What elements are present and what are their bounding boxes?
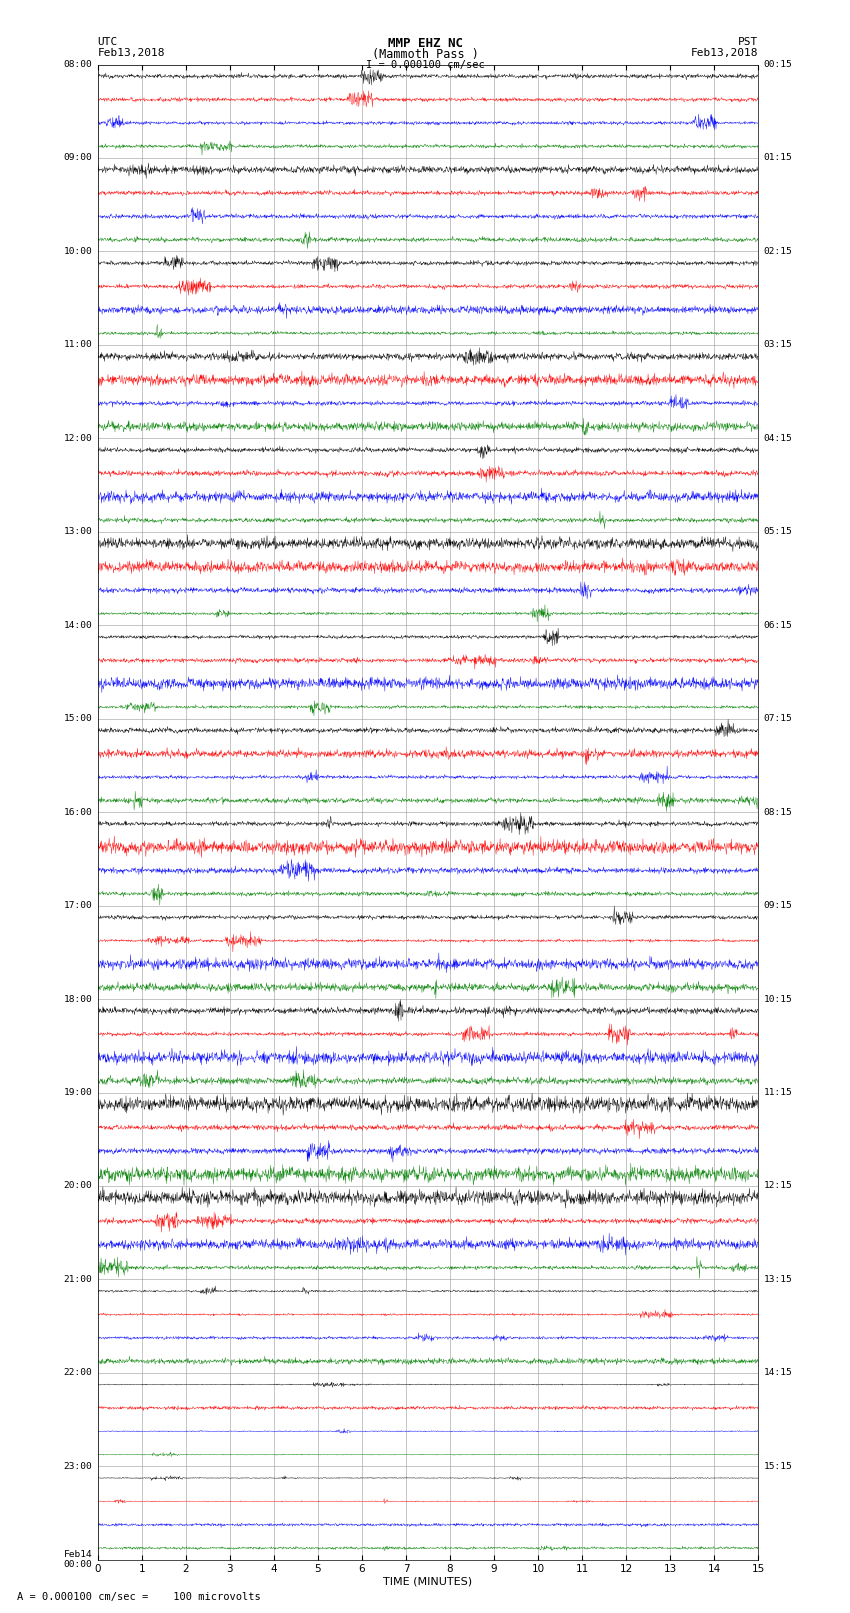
Text: 03:15: 03:15 [763, 340, 792, 350]
Text: 01:15: 01:15 [763, 153, 792, 163]
Text: 09:00: 09:00 [64, 153, 93, 163]
Text: 21:00: 21:00 [64, 1274, 93, 1284]
Text: 13:00: 13:00 [64, 527, 93, 536]
Text: 10:15: 10:15 [763, 995, 792, 1003]
Text: 12:00: 12:00 [64, 434, 93, 444]
Text: PST: PST [738, 37, 758, 47]
Text: 10:00: 10:00 [64, 247, 93, 256]
Text: 05:15: 05:15 [763, 527, 792, 536]
Text: 12:15: 12:15 [763, 1181, 792, 1190]
Text: 04:15: 04:15 [763, 434, 792, 444]
Text: Feb13,2018: Feb13,2018 [98, 48, 165, 58]
Text: 16:00: 16:00 [64, 808, 93, 816]
Text: 11:00: 11:00 [64, 340, 93, 350]
Text: 02:15: 02:15 [763, 247, 792, 256]
Text: 07:15: 07:15 [763, 715, 792, 723]
Text: 20:00: 20:00 [64, 1181, 93, 1190]
Text: 08:15: 08:15 [763, 808, 792, 816]
Text: 22:00: 22:00 [64, 1368, 93, 1378]
Text: 13:15: 13:15 [763, 1274, 792, 1284]
Text: (Mammoth Pass ): (Mammoth Pass ) [371, 48, 479, 61]
Text: 14:15: 14:15 [763, 1368, 792, 1378]
Text: UTC: UTC [98, 37, 118, 47]
Text: A = 0.000100 cm/sec =    100 microvolts: A = 0.000100 cm/sec = 100 microvolts [17, 1592, 261, 1602]
Text: 09:15: 09:15 [763, 902, 792, 910]
Text: 11:15: 11:15 [763, 1089, 792, 1097]
Text: 15:00: 15:00 [64, 715, 93, 723]
Text: 17:00: 17:00 [64, 902, 93, 910]
Text: MMP EHZ NC: MMP EHZ NC [388, 37, 462, 50]
Text: 08:00: 08:00 [64, 60, 93, 69]
X-axis label: TIME (MINUTES): TIME (MINUTES) [383, 1578, 473, 1587]
Text: 00:15: 00:15 [763, 60, 792, 69]
Text: 23:00: 23:00 [64, 1461, 93, 1471]
Text: Feb14
00:00: Feb14 00:00 [64, 1550, 93, 1569]
Text: 15:15: 15:15 [763, 1461, 792, 1471]
Text: 19:00: 19:00 [64, 1089, 93, 1097]
Text: 14:00: 14:00 [64, 621, 93, 629]
Text: Feb13,2018: Feb13,2018 [691, 48, 758, 58]
Text: I = 0.000100 cm/sec: I = 0.000100 cm/sec [366, 60, 484, 69]
Text: 06:15: 06:15 [763, 621, 792, 629]
Text: 18:00: 18:00 [64, 995, 93, 1003]
